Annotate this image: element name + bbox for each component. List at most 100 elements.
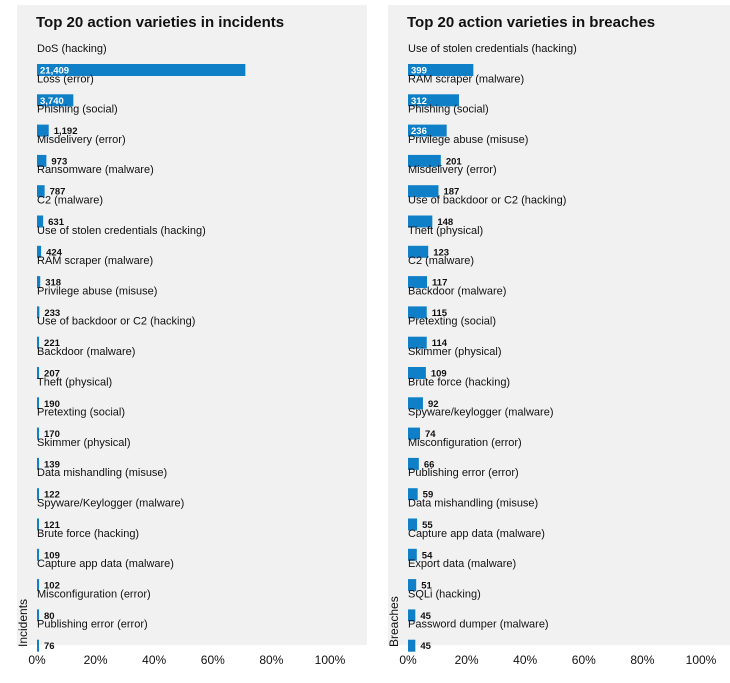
- incidents-data-label: 318: [45, 278, 61, 289]
- breaches-data-label: 187: [443, 187, 459, 198]
- incidents-chart-panel: [17, 5, 367, 645]
- breaches-bar: [408, 215, 433, 228]
- breaches-category-label: Privilege abuse (misuse): [408, 134, 528, 146]
- breaches-bar: [408, 154, 441, 167]
- breaches-bar: [408, 124, 447, 137]
- breaches-bar: [408, 94, 459, 107]
- incidents-category-label: Privilege abuse (misuse): [37, 285, 157, 297]
- incidents-bar: [37, 94, 74, 107]
- incidents-category-label: Misdelivery (error): [37, 134, 126, 146]
- breaches-data-label: 399: [411, 66, 427, 77]
- breaches-category-label: Skimmer (physical): [408, 346, 502, 358]
- breaches-bar: [408, 639, 416, 652]
- incidents-x-tick-label: 80%: [259, 653, 283, 667]
- breaches-data-label: 51: [421, 581, 432, 592]
- incidents-bar: [37, 518, 39, 531]
- incidents-category-label: Use of stolen credentials (hacking): [37, 225, 206, 237]
- incidents-bar: [37, 609, 39, 622]
- breaches-x-tick-label: 80%: [630, 653, 654, 667]
- incidents-data-label: 631: [48, 217, 65, 228]
- breaches-category-label: Capture app data (malware): [408, 528, 545, 540]
- breaches-data-label: 115: [432, 308, 448, 319]
- breaches-category-label: Misdelivery (error): [408, 164, 497, 176]
- breaches-data-label: 201: [446, 156, 463, 167]
- incidents-category-label: Spyware/Keylogger (malware): [37, 498, 184, 510]
- incidents-data-label: 122: [44, 490, 60, 501]
- breaches-data-label: 92: [428, 399, 439, 410]
- incidents-bar: [37, 185, 45, 198]
- incidents-category-label: Use of backdoor or C2 (hacking): [37, 316, 195, 328]
- incidents-category-label: Data mishandling (misuse): [37, 467, 167, 479]
- incidents-data-label: 233: [44, 308, 60, 319]
- breaches-data-label: 74: [425, 429, 436, 440]
- breaches-data-label: 55: [422, 520, 433, 531]
- breaches-x-tick-label: 20%: [455, 653, 479, 667]
- breaches-category-label: Brute force (hacking): [408, 376, 510, 388]
- incidents-data-label: 102: [44, 581, 60, 592]
- incidents-category-label: Backdoor (malware): [37, 346, 135, 358]
- incidents-data-label: 190: [44, 399, 60, 410]
- incidents-x-tick-label: 60%: [201, 653, 225, 667]
- incidents-x-tick-label: 100%: [315, 653, 346, 667]
- breaches-bar: [408, 579, 417, 592]
- breaches-bar: [408, 457, 419, 470]
- incidents-category-label: Capture app data (malware): [37, 558, 174, 570]
- breaches-data-label: 45: [420, 641, 431, 652]
- breaches-x-tick-label: 0%: [399, 653, 417, 667]
- breaches-data-label: 54: [422, 550, 433, 561]
- incidents-data-label: 207: [44, 369, 60, 380]
- breaches-data-label: 66: [424, 459, 435, 470]
- incidents-bar: [37, 245, 42, 258]
- breaches-bar: [408, 185, 439, 198]
- incidents-category-label: Publishing error (error): [37, 619, 148, 631]
- incidents-data-label: 424: [46, 247, 63, 258]
- incidents-bar: [37, 306, 40, 319]
- incidents-x-tick-label: 20%: [84, 653, 108, 667]
- incidents-category-label: Skimmer (physical): [37, 437, 131, 449]
- incidents-data-label: 221: [44, 338, 61, 349]
- incidents-category-label: RAM scraper (malware): [37, 255, 153, 267]
- incidents-x-tick-label: 0%: [28, 653, 46, 667]
- breaches-category-label: RAM scraper (malware): [408, 73, 524, 85]
- incidents-bar: [37, 427, 39, 440]
- incidents-bar: [37, 336, 40, 349]
- breaches-bar: [408, 397, 423, 410]
- breaches-data-label: 109: [431, 369, 447, 380]
- breaches-bar: [408, 609, 416, 622]
- incidents-data-label: 121: [44, 520, 61, 531]
- breaches-category-label: Export data (malware): [408, 558, 516, 570]
- incidents-data-label: 973: [51, 156, 67, 167]
- breaches-bar: [408, 488, 418, 501]
- incidents-data-label: 787: [50, 187, 66, 198]
- incidents-data-label: 21,409: [40, 66, 69, 77]
- breaches-category-label: Use of backdoor or C2 (hacking): [408, 195, 566, 207]
- breaches-bar: [408, 336, 427, 349]
- breaches-data-label: 148: [437, 217, 453, 228]
- breaches-bar: [408, 548, 417, 561]
- breaches-x-tick-label: 40%: [513, 653, 537, 667]
- incidents-bar: [37, 579, 39, 592]
- breaches-category-label: Phishing (social): [408, 104, 489, 116]
- breaches-data-label: 45: [420, 611, 431, 622]
- breaches-category-label: C2 (malware): [408, 255, 474, 267]
- incidents-data-label: 80: [44, 611, 55, 622]
- breaches-bar: [408, 306, 427, 319]
- breaches-category-label: Password dumper (malware): [408, 619, 549, 631]
- incidents-data-label: 139: [44, 459, 60, 470]
- breaches-bar: [408, 518, 418, 531]
- incidents-bar: [37, 457, 39, 470]
- incidents-category-label: DoS (hacking): [37, 43, 107, 55]
- breaches-data-label: 123: [433, 247, 449, 258]
- incidents-category-label: Phishing (social): [37, 104, 118, 116]
- incidents-data-label: 109: [44, 550, 60, 561]
- incidents-bar: [37, 154, 47, 167]
- incidents-chart-title: Top 20 action varieties in incidents: [36, 14, 285, 31]
- incidents-x-tick-label: 40%: [142, 653, 166, 667]
- breaches-category-label: Data mishandling (misuse): [408, 498, 538, 510]
- breaches-bar: [408, 427, 421, 440]
- breaches-bar: [408, 245, 429, 258]
- breaches-data-label: 117: [432, 278, 447, 289]
- breaches-bar: [408, 64, 474, 76]
- breaches-chart-panel: [388, 5, 730, 645]
